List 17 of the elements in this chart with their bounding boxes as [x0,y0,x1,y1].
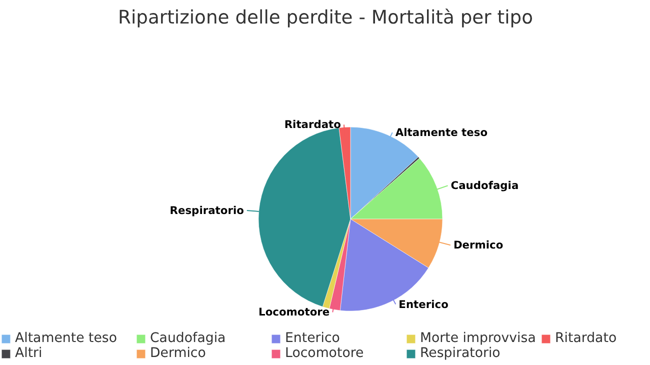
legend-label: Ritardato [555,331,618,346]
chart-title: Ripartizione delle perdite - Mortalità per tipo [118,8,534,28]
slice-label: Enterico [398,298,448,311]
legend-label: Dermico [150,346,207,361]
slice-label: Dermico [453,238,504,252]
legend-label: Altamente teso [15,331,118,346]
slice-label: Respiratorio [170,204,244,217]
slice-label: Altamente teso [395,126,488,139]
legend-label: Enterico [285,331,341,346]
legend-label: Caudofagia [150,331,227,346]
slice-label: Ritardato [284,118,341,132]
legend-label: Morte improvvisa [420,331,537,346]
legend-label: Respiratorio [420,346,502,361]
legend-label: Locomotore [285,346,365,361]
slice-label: Locomotore [258,306,330,319]
slice-label: Caudofagia [450,179,519,192]
legend-label: Altri [15,346,44,361]
